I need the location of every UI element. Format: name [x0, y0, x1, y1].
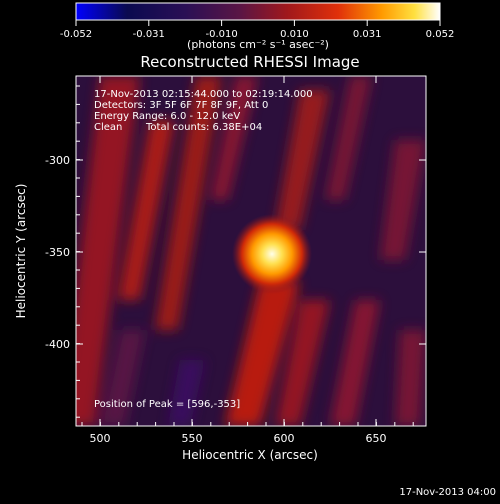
clean-text: Clean [94, 122, 122, 133]
colorbar-tick-label: -0.052 [60, 29, 92, 40]
colorbar-tick-label: -0.010 [205, 29, 237, 40]
y-axis-label: Heliocentric Y (arcsec) [14, 184, 28, 319]
plot-title: Reconstructed RHESSI Image [140, 53, 359, 71]
x-tick-label: 650 [366, 432, 387, 445]
y-axis-ticks: -300 -350 -400 [45, 85, 426, 418]
energy-range-text: Energy Range: 6.0 - 12.0 keV [94, 111, 240, 122]
colorbar-tick-label: 0.052 [426, 29, 455, 40]
colorbar-ticks: -0.052 -0.031 -0.010 0.010 0.031 0.052 [60, 20, 454, 40]
peak-position-text: Position of Peak = [596,-353] [94, 399, 240, 410]
source-peak [232, 214, 312, 294]
y-tick-label: -350 [45, 246, 70, 259]
image-area [76, 76, 426, 426]
total-counts-text: Total counts: 6.38E+04 [145, 122, 262, 133]
x-tick-label: 500 [90, 432, 111, 445]
colorbar-units: (photons cm⁻² s⁻¹ asec⁻²) [187, 38, 329, 51]
info-block: 17-Nov-2013 02:15:44.000 to 02:19:14.000… [94, 89, 313, 410]
x-axis-label: Heliocentric X (arcsec) [182, 448, 318, 462]
time-range-text: 17-Nov-2013 02:15:44.000 to 02:19:14.000 [94, 89, 313, 100]
footer-timestamp: 17-Nov-2013 04:00 [399, 487, 496, 498]
plot-frame [75, 75, 427, 427]
colorbar-tick-label: 0.031 [353, 29, 382, 40]
y-tick-label: -300 [45, 154, 70, 167]
colorbar-tick-label: 0.010 [280, 29, 309, 40]
colorbar [75, 2, 441, 21]
x-tick-label: 600 [274, 432, 295, 445]
y-tick-label: -400 [45, 338, 70, 351]
detectors-text: Detectors: 3F 5F 6F 7F 8F 9F, Att 0 [94, 100, 268, 111]
x-tick-label: 550 [182, 432, 203, 445]
colorbar-tick-label: -0.031 [133, 29, 165, 40]
x-axis-ticks: 500 550 600 650 [81, 76, 414, 445]
